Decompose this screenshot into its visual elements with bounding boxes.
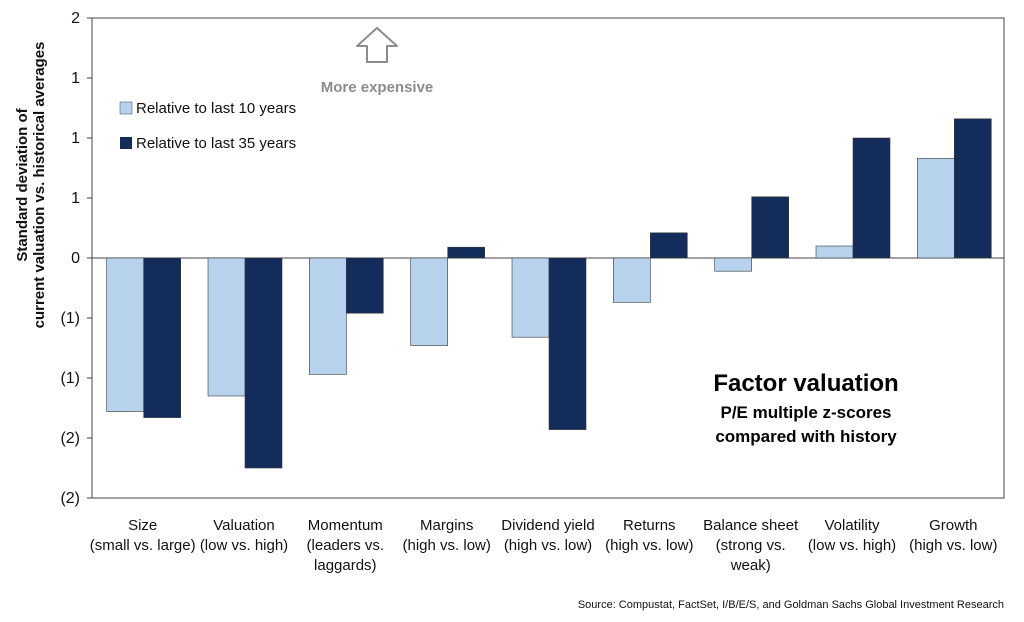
source-note: Source: Compustat, FactSet, I/B/E/S, and…: [578, 599, 1004, 611]
y-tick-label: 1: [71, 190, 80, 207]
legend-swatch-35y: [120, 137, 132, 149]
bar-10y-5: [612, 257, 651, 303]
y-tick-label: 0: [71, 250, 80, 267]
chart-title-block: Factor valuation P/E multiple z-scores c…: [713, 370, 898, 446]
chart-title: Factor valuation: [713, 370, 898, 397]
bar-35y-3: [447, 246, 486, 259]
y-tick-label: 1: [71, 130, 80, 147]
category-label: (high vs. low): [504, 537, 592, 554]
bar-35y-5: [649, 232, 688, 259]
more-expensive-annotation: More expensive: [321, 27, 434, 96]
y-axis-title: Standard deviation of current valuation …: [14, 42, 48, 329]
bar-10y-4: [511, 257, 550, 338]
category-label: Margins: [420, 517, 473, 534]
y-tick-label: 2: [71, 10, 80, 27]
legend: Relative to last 10 years Relative to la…: [119, 100, 296, 152]
bar-35y-4: [548, 257, 587, 430]
category-label: (low vs. high): [200, 537, 288, 554]
y-tick-label: (1): [60, 310, 80, 327]
category-label: (small vs. large): [90, 537, 196, 554]
category-label: Momentum: [308, 517, 383, 534]
category-label: (high vs. low): [605, 537, 693, 554]
bar-10y-2: [308, 257, 347, 375]
category-label: (strong vs.: [716, 537, 786, 554]
chart-subtitle-line-1: P/E multiple z-scores: [721, 403, 892, 422]
category-label: Volatility: [824, 517, 880, 534]
category-label: Returns: [623, 517, 676, 534]
category-label: (leaders vs.: [307, 537, 385, 554]
bar-35y-0: [143, 257, 181, 418]
chart-subtitle-line-2: compared with history: [715, 427, 897, 446]
bar-series-group: [106, 118, 992, 469]
x-axis-category-labels: Size (small vs. large) Valuation (low vs. h…: [90, 517, 998, 574]
category-label: weak): [730, 557, 771, 574]
more-expensive-label: More expensive: [321, 79, 434, 96]
category-label: laggards): [314, 557, 377, 574]
category-label: Valuation: [213, 517, 274, 534]
category-label: (high vs. low): [403, 537, 491, 554]
category-label: Size: [128, 517, 157, 534]
bar-35y-2: [345, 257, 384, 314]
y-tick-label: (2): [60, 430, 80, 447]
bar-35y-7: [852, 137, 891, 259]
y-tick-label: 1: [71, 70, 80, 87]
bar-35y-1: [244, 257, 283, 469]
bar-10y-6: [714, 257, 753, 272]
bar-10y-3: [410, 257, 449, 346]
legend-label-10y: Relative to last 10 years: [136, 100, 296, 117]
category-label: Growth: [929, 517, 977, 534]
y-tick-label: (1): [60, 370, 80, 387]
category-label: (low vs. high): [808, 537, 896, 554]
bar-10y-7: [815, 245, 854, 259]
legend-swatch-10y: [119, 101, 133, 115]
legend-label-35y: Relative to last 35 years: [136, 135, 296, 152]
bar-10y-8: [916, 158, 955, 259]
bar-35y-6: [751, 196, 790, 259]
y-tick-label: (2): [60, 490, 80, 507]
category-label: Dividend yield: [501, 517, 594, 534]
bar-35y-8: [953, 118, 992, 259]
y-axis-title-line-1: Standard deviation of: [14, 107, 31, 261]
bar-10y-1: [207, 257, 246, 397]
bar-10y-0: [106, 257, 144, 412]
y-axis-title-line-2: current valuation vs. historical average…: [31, 42, 48, 329]
category-label: Balance sheet: [703, 517, 799, 534]
y-axis-ticks: 2 1 1 1 0 (1) (1) (2) (2): [60, 10, 92, 507]
up-arrow-icon: [356, 27, 398, 63]
category-label: (high vs. low): [909, 537, 997, 554]
